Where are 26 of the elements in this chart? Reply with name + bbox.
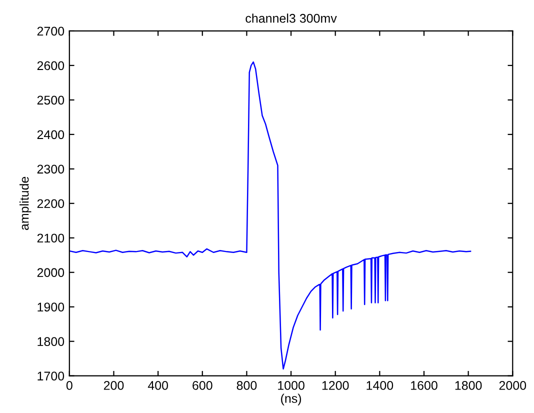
x-tick-label: 200 <box>104 381 124 390</box>
x-tick-label: 600 <box>192 381 212 390</box>
y-tick-label: 1900 <box>38 302 64 312</box>
y-tick-label: 2500 <box>37 96 64 105</box>
x-tick-label: 1600 <box>411 381 438 390</box>
y-tick-label: 2400 <box>37 130 64 140</box>
x-tick-label: 1000 <box>278 381 304 390</box>
x-axis-title: (ns) <box>281 394 302 406</box>
x-tick-label: 1200 <box>322 381 349 390</box>
y-tick-label: 2000 <box>37 268 64 278</box>
x-tick-label: 800 <box>236 381 257 390</box>
y-tick-label: 1700 <box>38 372 64 380</box>
x-tick-label: 2000 <box>499 381 526 390</box>
x-tick-label: 0 <box>66 381 72 390</box>
x-tick-label: 400 <box>148 381 168 390</box>
y-tick-label: 1800 <box>38 337 64 346</box>
line-series <box>69 61 472 370</box>
y-tick-label: 2700 <box>37 26 64 36</box>
x-tick-label: 1400 <box>366 381 394 390</box>
y-axis-title: amplitude <box>20 176 32 230</box>
y-tick-label: 2100 <box>37 234 64 243</box>
chart-title: channel3 300mv <box>246 14 337 23</box>
x-tick-label: 1800 <box>455 381 482 390</box>
y-tick-label: 2600 <box>37 61 64 70</box>
y-tick-label: 2200 <box>37 199 64 208</box>
y-tick-label: 2300 <box>37 164 64 174</box>
